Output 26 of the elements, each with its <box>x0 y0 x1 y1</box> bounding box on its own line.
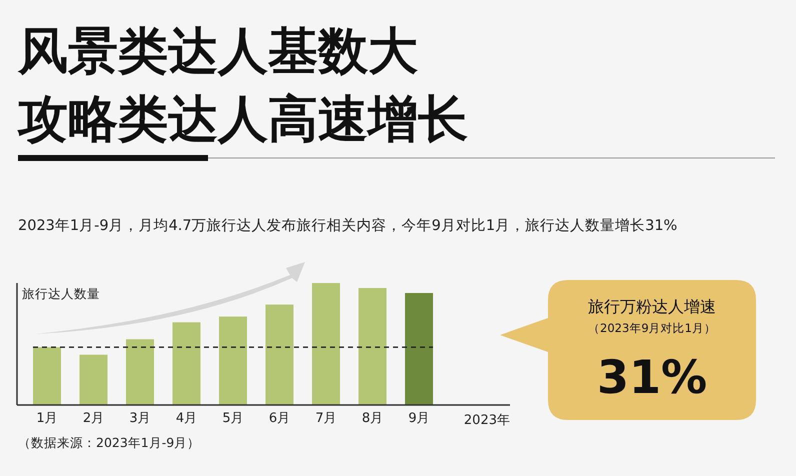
text: 31% <box>596 350 708 404</box>
x-tick-label: 8月 <box>362 411 384 426</box>
chart-title: 风景类达人基数大攻略类达人高速增长 <box>17 22 468 148</box>
x-axis-title: 2023年 <box>464 413 510 428</box>
x-tick-label: 4月 <box>176 411 198 426</box>
x-tick-label: 5月 <box>222 411 244 426</box>
bar <box>33 347 61 405</box>
chart-subtitle: 2023年1月-9月，月均4.7万旅行达人发布旅行相关内容，今年9月对比1月，旅行达人数量增长31% <box>18 217 678 234</box>
x-tick-label: 3月 <box>129 411 151 426</box>
bar <box>312 283 340 405</box>
bar <box>172 322 200 405</box>
bar <box>405 293 433 405</box>
bar <box>266 304 294 405</box>
text: 旅行万粉达人增速 <box>588 297 716 316</box>
text: （2023年9月对比1月） <box>588 321 716 335</box>
x-tick-label: 7月 <box>315 411 337 426</box>
bar <box>80 354 108 405</box>
x-tick-label: 6月 <box>268 411 290 426</box>
bar <box>126 339 154 405</box>
x-tick-label: 1月 <box>36 411 58 426</box>
x-tick-label: 9月 <box>408 411 430 426</box>
text: （数据来源：2023年1月-9月） <box>18 435 200 450</box>
bar <box>219 316 247 405</box>
x-tick-label: 2月 <box>82 411 104 426</box>
y-axis-title: 旅行达人数量 <box>22 286 100 301</box>
bar <box>358 288 386 405</box>
